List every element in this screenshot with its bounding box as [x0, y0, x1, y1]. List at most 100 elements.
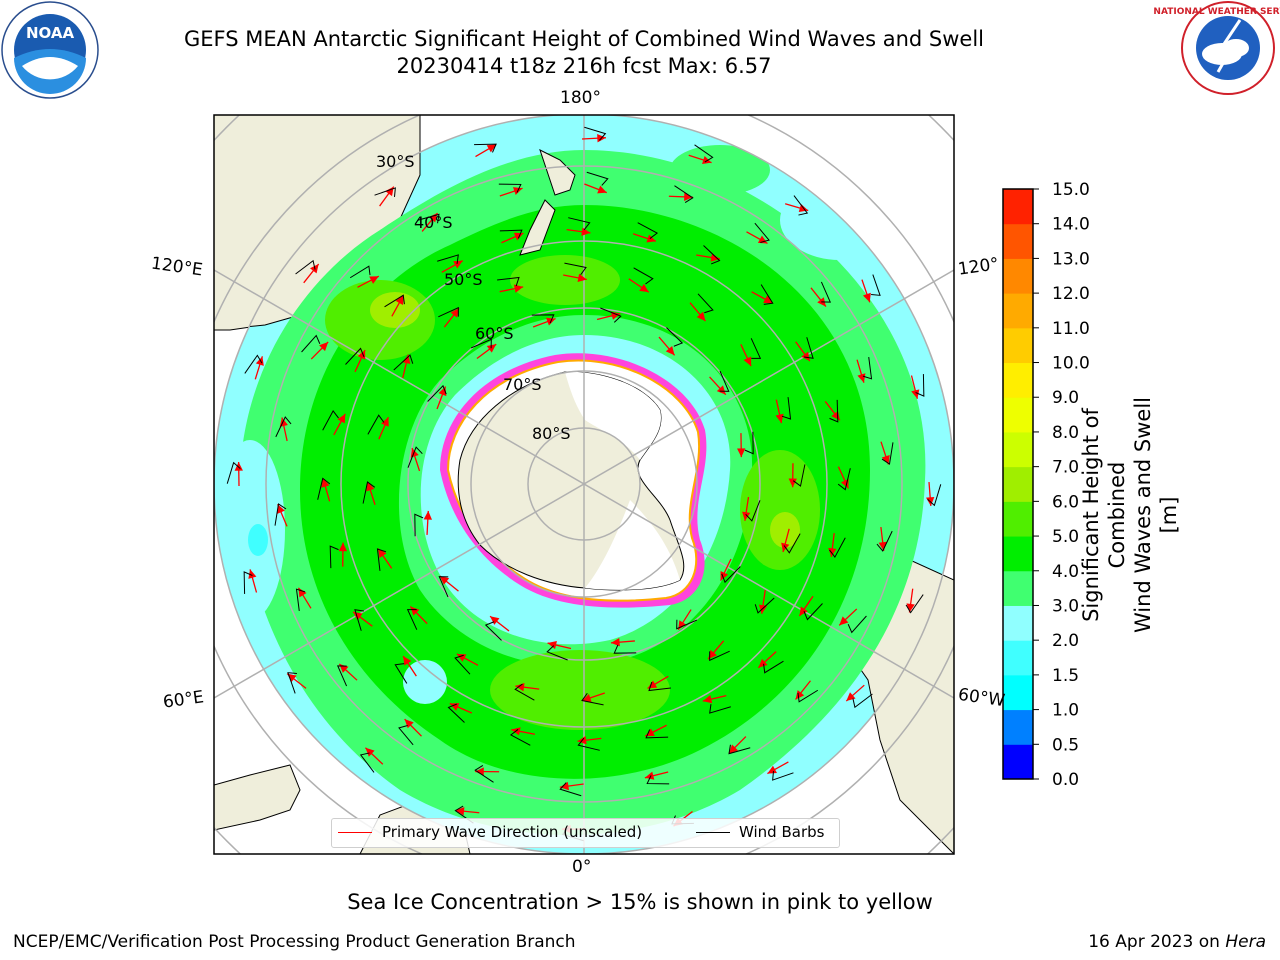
wind-barb — [559, 782, 582, 797]
colorbar-tick-label: 15.0 — [1052, 180, 1090, 200]
wind-barb — [274, 503, 287, 526]
wave-arrow-head — [353, 611, 363, 621]
sea-ice-caption: Sea Ice Concentration > 15% is shown in … — [347, 890, 933, 914]
wind-barb — [301, 334, 321, 353]
wind-barb — [427, 384, 447, 402]
wind-barb — [760, 284, 774, 305]
wind-barb — [600, 307, 622, 323]
wave-arrow-head — [828, 547, 837, 557]
wave-arrow-head — [862, 292, 871, 303]
lat-label-80s: 80°S — [532, 424, 571, 443]
wind-barb — [244, 354, 263, 374]
wind-barb — [783, 533, 801, 554]
wave-arrow-head — [665, 346, 675, 356]
wave-arrow-head — [582, 693, 592, 702]
wind-barb — [384, 294, 405, 308]
wind-barb — [915, 374, 925, 397]
colorbar-tick-label: 7.0 — [1052, 458, 1079, 478]
wave-arrow-head — [839, 616, 849, 626]
wave-arrow-head — [708, 649, 717, 660]
colorbar: 0.0 0.5 1.0 1.5 2.0 3.0 4.0 5.0 6.0 7.0 8.0 9.0 10.0… — [1002, 180, 1090, 790]
noaa-logo: NOAA — [1, 1, 99, 99]
wind-barb — [763, 660, 784, 674]
wind-barb — [829, 537, 846, 559]
wave-arrow-head — [878, 541, 887, 551]
wind-barb — [703, 245, 721, 265]
wave-arrow-head — [728, 744, 738, 754]
africa-land — [214, 764, 301, 831]
wind-barb — [226, 461, 241, 484]
wave-arrow-head — [743, 356, 752, 367]
wind-barb — [881, 442, 894, 465]
wind-barb — [275, 416, 292, 438]
wind-barb — [287, 672, 297, 694]
colorbar-segment — [1003, 501, 1033, 537]
wave-arrow-head — [277, 504, 285, 514]
wind-barb — [645, 729, 669, 739]
wave-arrow-head — [696, 311, 706, 322]
wave-arrow-head — [475, 767, 484, 776]
wind-barb — [243, 571, 253, 594]
wind-barb — [745, 500, 761, 522]
wave-direction-arrows — [234, 134, 935, 834]
wave-arrow-head — [906, 603, 915, 613]
wind-barb — [317, 477, 331, 500]
ice-shelf-weddell — [585, 500, 680, 590]
wave-arrow-head — [357, 350, 366, 360]
wave-arrow-head — [857, 373, 866, 383]
ice-shelf-east — [565, 371, 661, 460]
wind-barb — [470, 338, 492, 349]
svg-text:NOAA: NOAA — [26, 24, 75, 42]
wave-arrow-head — [515, 683, 525, 692]
wave-height-field — [214, 115, 954, 854]
wave-arrow-head — [365, 747, 375, 757]
colorbar-segment — [1003, 362, 1033, 398]
wind-barb — [336, 665, 348, 687]
wind-barb — [474, 765, 494, 783]
title-line-1: GEFS MEAN Antarctic Significant Height o… — [183, 27, 985, 51]
colorbar-segment — [1003, 327, 1033, 364]
wind-barb — [531, 314, 555, 324]
colorbar-tick-label: 2.0 — [1052, 631, 1079, 651]
wave-arrow-head — [486, 344, 497, 353]
wind-barb — [666, 327, 684, 347]
wind-barb — [586, 171, 609, 186]
wave-arrow-head — [248, 569, 257, 579]
wind-barb — [514, 683, 535, 701]
wind-barb — [438, 306, 459, 318]
wave-arrow-head — [799, 606, 808, 617]
wave-arrow-head — [684, 192, 693, 202]
footer-machine: Hera — [1225, 932, 1266, 952]
colorbar-tick-label: 10.0 — [1052, 354, 1090, 374]
wind-barb — [546, 645, 568, 661]
wave-arrow-head — [369, 276, 379, 284]
wave-arrow-head — [450, 308, 460, 318]
wind-barb — [646, 775, 670, 785]
wave-arrow-head — [410, 606, 420, 616]
wave-arrow-head — [449, 703, 460, 711]
wave-arrow-head — [337, 413, 346, 424]
wave-arrow-head — [742, 511, 751, 521]
colorbar-label: Significant Height of Combined Wind Wave… — [1078, 385, 1182, 645]
wind-barb — [820, 281, 832, 303]
wave-arrow-head — [758, 658, 768, 668]
wind-barb — [750, 338, 762, 359]
lat-label-40s: 40°S — [414, 213, 453, 232]
wind-barb — [721, 566, 741, 584]
lat-label-60s: 60°S — [475, 324, 514, 343]
wind-barb — [754, 222, 770, 243]
wind-barb — [322, 409, 339, 431]
wave-arrow-head — [795, 690, 805, 700]
wave-arrow-head — [610, 311, 621, 320]
wind-barb — [709, 650, 730, 662]
wind-barb — [697, 293, 714, 314]
wind-barb — [871, 274, 881, 296]
colorbar-segment — [1003, 570, 1033, 606]
wave-arrow-head — [490, 616, 500, 625]
wave-arrow-head — [321, 478, 330, 488]
colorbar-segment — [1003, 640, 1033, 676]
wave-arrow-head — [338, 542, 348, 552]
wind-barb — [417, 213, 440, 224]
colorbar-segment — [1003, 536, 1033, 572]
wind-barb — [394, 663, 408, 684]
